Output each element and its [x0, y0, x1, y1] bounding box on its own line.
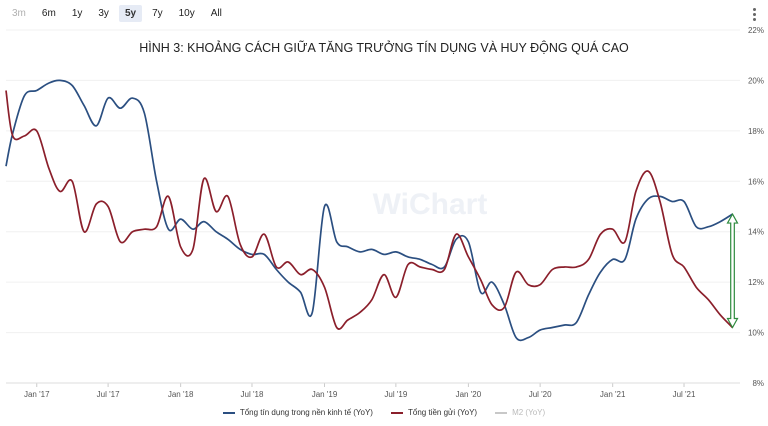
vertical-dots-icon[interactable] — [749, 6, 759, 24]
y-tick-label: 16% — [748, 177, 764, 186]
range-selector: 3m 6m 1y 3y 5y 7y 10y All — [6, 5, 228, 22]
y-axis: 22% 20% 18% 16% 14% 12% 10% 8% — [748, 26, 764, 388]
range-button-6m[interactable]: 6m — [41, 8, 56, 19]
legend-item-deposits[interactable]: Tổng tiền gửi (YoY) — [390, 408, 478, 417]
range-button-1y[interactable]: 1y — [71, 8, 83, 19]
range-button-10y[interactable]: 10y — [178, 8, 195, 19]
series-line-1 — [5, 90, 734, 330]
y-tick-label: 12% — [748, 278, 764, 287]
y-tick-label: 22% — [748, 26, 764, 35]
chart-title: HÌNH 3: KHOẢNG CÁCH GIỮA TĂNG TRƯỞNG TÍN… — [139, 40, 629, 55]
x-axis: Jan '17 Jul '17 Jan '18 Jul '18 Jan '19 Jul '… — [6, 382, 740, 399]
legend-label-deposits: Tổng tiền gửi (YoY) — [407, 408, 478, 417]
range-button-all[interactable]: All — [210, 8, 222, 19]
x-tick-label: Jan '20 — [456, 390, 482, 399]
y-tick-label: 14% — [748, 228, 764, 237]
range-button-3m[interactable]: 3m — [12, 8, 26, 19]
x-tick-label: Jan '21 — [600, 390, 626, 399]
y-tick-label: 8% — [752, 379, 764, 388]
range-button-7y[interactable]: 7y — [152, 8, 163, 19]
y-tick-label: 18% — [748, 127, 764, 136]
legend-swatch-m2 — [495, 411, 508, 414]
legend-item-credit[interactable]: Tổng tín dụng trong nền kinh tế (YoY) — [222, 408, 373, 417]
y-tick-label: 10% — [748, 329, 764, 338]
series-lines — [5, 79, 734, 342]
x-tick-label: Jan '19 — [312, 390, 338, 399]
y-tick-label: 20% — [748, 76, 764, 85]
gap-arrow — [726, 212, 739, 329]
legend-swatch-credit — [222, 411, 235, 414]
watermark: WiChart — [373, 188, 488, 221]
range-button-3y[interactable]: 3y — [98, 8, 109, 19]
series-line-0 — [5, 79, 733, 342]
legend-label-credit: Tổng tín dụng trong nền kinh tế (YoY) — [239, 408, 373, 417]
legend-item-m2[interactable]: M2 (YoY) — [495, 408, 545, 417]
x-tick-label: Jan '18 — [168, 390, 194, 399]
gap-arrow-shape — [726, 212, 739, 329]
x-tick-label: Jul '17 — [97, 390, 120, 399]
x-tick-label: Jul '21 — [673, 390, 696, 399]
legend-label-m2: M2 (YoY) — [512, 408, 546, 417]
x-tick-label: Jan '17 — [24, 390, 50, 399]
x-tick-label: Jul '18 — [241, 390, 264, 399]
legend-swatch-deposits — [390, 411, 403, 414]
legend: Tổng tín dụng trong nền kinh tế (YoY) Tổ… — [0, 408, 768, 417]
x-tick-label: Jul '19 — [384, 390, 407, 399]
x-tick-label: Jul '20 — [529, 390, 552, 399]
range-button-5y[interactable]: 5y — [118, 5, 143, 22]
